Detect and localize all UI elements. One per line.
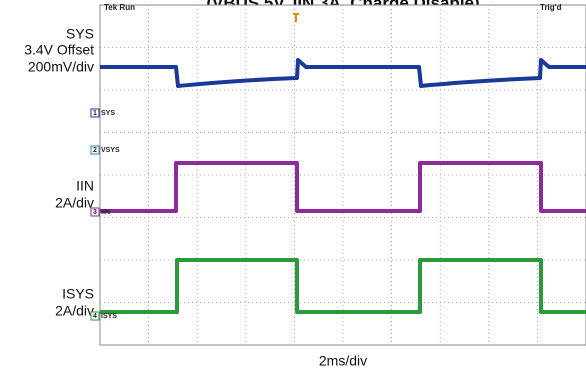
marker-label: ISYS	[101, 313, 117, 320]
label: 2A/div	[55, 195, 94, 211]
marker-box	[90, 207, 100, 217]
label: 2A/div	[55, 303, 94, 319]
marker-number: 4	[93, 313, 97, 320]
label: 3.4V Offset	[24, 42, 94, 58]
marker-number: 1	[93, 110, 97, 117]
channel-markers: 1 SYS 2 VSYS 3 IIN 4 ISYS	[90, 108, 120, 321]
label: SYS	[66, 26, 94, 42]
timebase: 2ms/div	[319, 353, 367, 369]
vsys-trace	[100, 161, 586, 213]
marker-label: IIN	[101, 209, 110, 216]
marker-label: SYS	[101, 110, 115, 117]
marker-number: 2	[93, 147, 97, 154]
isys-trace	[100, 258, 586, 314]
sys-trace	[100, 58, 586, 88]
scope-status: Tek Run	[104, 3, 135, 12]
grid	[100, 5, 586, 345]
label: IIN	[76, 178, 94, 194]
marker-box	[90, 145, 100, 155]
marker-label: VSYS	[101, 147, 120, 154]
marker-number: 3	[93, 209, 97, 216]
marker-box	[90, 311, 100, 321]
label: 200mV/div	[28, 59, 94, 75]
marker-box	[90, 108, 100, 118]
scope-trigger: Trig'd	[540, 3, 562, 12]
trigger-marker	[293, 13, 299, 22]
label: ISYS	[62, 286, 94, 302]
